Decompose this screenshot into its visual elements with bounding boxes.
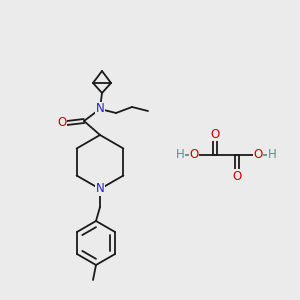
Text: O: O [210,128,220,140]
Text: O: O [189,148,199,161]
Text: N: N [96,103,104,116]
Text: N: N [96,182,104,196]
Text: O: O [232,169,242,182]
Text: H: H [268,148,276,161]
Text: O: O [254,148,262,161]
Text: O: O [57,116,67,130]
Text: H: H [176,148,184,161]
